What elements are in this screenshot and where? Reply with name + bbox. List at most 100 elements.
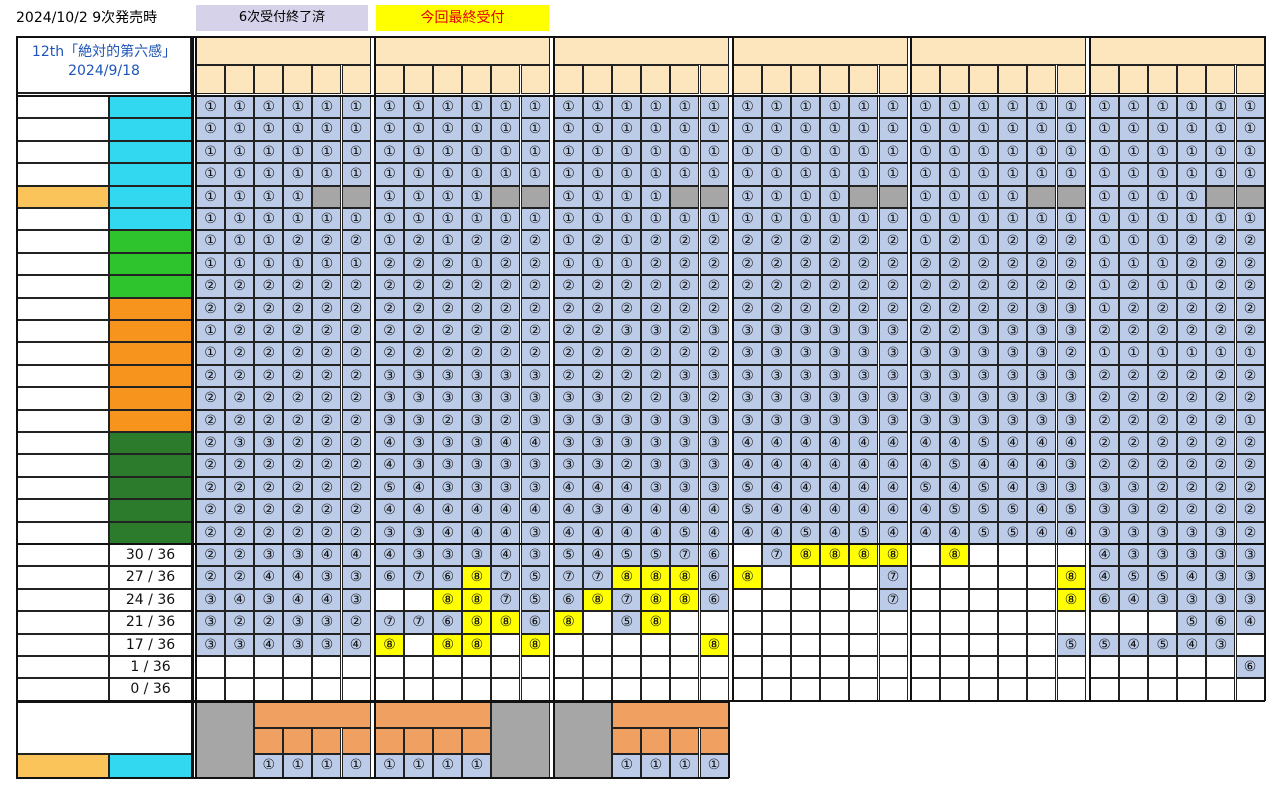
member-count: 17 / 36: [109, 633, 192, 656]
slot-cell: ④: [762, 454, 792, 477]
slot-cell: ⑤: [733, 476, 763, 500]
member-name: [16, 432, 109, 455]
slot-cell: ②: [225, 387, 255, 410]
count-value: 17: [125, 636, 144, 653]
slot-cell: ④: [404, 499, 434, 522]
slot-cell: ③: [1206, 588, 1236, 612]
member-name: [16, 96, 109, 119]
slot-cell: [699, 611, 729, 634]
slot-cell: ②: [254, 409, 284, 432]
slot-cell: ②: [283, 454, 313, 477]
slot-cell: ①: [254, 140, 284, 164]
slot-cell: ②: [341, 499, 371, 522]
slot-cell: ②: [733, 252, 763, 276]
slot-cell: ③: [1148, 588, 1178, 612]
slot-cell: ①: [254, 252, 284, 276]
slot-cell: ③: [1119, 476, 1149, 500]
slot-cell: ①: [375, 230, 405, 253]
slot-cell: ③: [1027, 476, 1057, 500]
slot-cell: ③: [283, 633, 313, 656]
slot-cell: [612, 678, 642, 701]
slot-cell: ①: [1027, 208, 1057, 231]
slot-cell: ③: [878, 364, 908, 388]
slot-cell: ⑤: [998, 521, 1028, 544]
extra-date-header: [612, 702, 729, 728]
extra-border-group: [553, 702, 555, 778]
member-level: [109, 387, 192, 410]
slot-cell: ③: [1027, 387, 1057, 410]
slot-cell: ①: [554, 185, 584, 208]
slot-cell: ①: [283, 252, 313, 276]
extra-border-left: [16, 702, 18, 778]
table-title-line2: 2024/9/18: [68, 63, 140, 79]
slot-cell: ①: [196, 185, 226, 208]
slot-cell: ②: [196, 409, 226, 432]
slot-cell: ③: [491, 364, 521, 388]
slot-cell: ③: [641, 409, 671, 432]
member-count: 21 / 36: [109, 611, 192, 634]
slot-cell: ②: [641, 252, 671, 276]
slot-cell: ④: [433, 499, 463, 522]
slot-cell: [820, 633, 850, 656]
slot-cell: ②: [283, 409, 313, 432]
extra-member-name: [16, 754, 109, 778]
slot-cell: ⑤: [940, 454, 970, 477]
slot-cell: ②: [733, 275, 763, 298]
slot-cell: [670, 656, 700, 679]
slot-cell: [583, 611, 613, 634]
slot-cell: ③: [612, 409, 642, 432]
slot-cell: ④: [762, 432, 792, 455]
slot-cell: ①: [878, 163, 908, 186]
slot-cell: ②: [283, 476, 313, 500]
slot-header: [196, 65, 226, 94]
slot-cell: ①: [670, 163, 700, 186]
date-header: [196, 36, 371, 65]
slot-cell: [491, 656, 521, 679]
slot-cell: ①: [341, 208, 371, 231]
slot-cell: ①: [940, 118, 970, 141]
border-top: [16, 36, 1265, 38]
slot-cell: ⑦: [375, 611, 405, 634]
slot-cell: ①: [462, 252, 492, 276]
extra-date-header: [375, 702, 492, 728]
slot-cell: ③: [878, 320, 908, 343]
slot-cell: [969, 611, 999, 634]
slot-cell: ②: [612, 454, 642, 477]
slot-cell: [911, 544, 941, 567]
slot-cell: ①: [940, 96, 970, 119]
slot-cell: ⑧: [462, 588, 492, 612]
legend-final: 今回最終受付: [376, 5, 549, 31]
slot-cell: ②: [1177, 387, 1207, 410]
slot-cell: ④: [849, 432, 879, 455]
slot-cell: [940, 633, 970, 656]
slot-cell: ③: [762, 320, 792, 343]
slot-cell: ①: [375, 163, 405, 186]
slot-cell: ③: [612, 432, 642, 455]
slot-cell: ①: [699, 140, 729, 164]
slot-cell: ⑦: [583, 566, 613, 589]
slot-header: [1027, 65, 1057, 94]
slot-cell: ①: [762, 163, 792, 186]
slot-cell: ①: [1027, 140, 1057, 164]
slot-cell: ①: [699, 208, 729, 231]
slot-cell: ②: [554, 297, 584, 320]
slot-cell: ②: [254, 275, 284, 298]
slot-cell: ①: [1206, 208, 1236, 231]
count-total: 36: [157, 547, 176, 563]
count-separator: /: [143, 591, 158, 608]
slot-cell: [1177, 678, 1207, 701]
slot-cell: ①: [1177, 275, 1207, 298]
member-level: [109, 364, 192, 388]
slot-cell: ③: [404, 409, 434, 432]
slot-cell: ②: [283, 230, 313, 253]
slot-cell: [462, 656, 492, 679]
slot-cell: [196, 656, 226, 679]
slot-header: [998, 65, 1028, 94]
slot-cell: ②: [940, 297, 970, 320]
member-level: [109, 230, 192, 253]
slot-cell: ⑤: [1056, 499, 1086, 522]
slot-header: [404, 65, 434, 94]
slot-cell: [969, 544, 999, 567]
slot-cell: ②: [1235, 432, 1265, 455]
slot-cell: ④: [1027, 454, 1057, 477]
